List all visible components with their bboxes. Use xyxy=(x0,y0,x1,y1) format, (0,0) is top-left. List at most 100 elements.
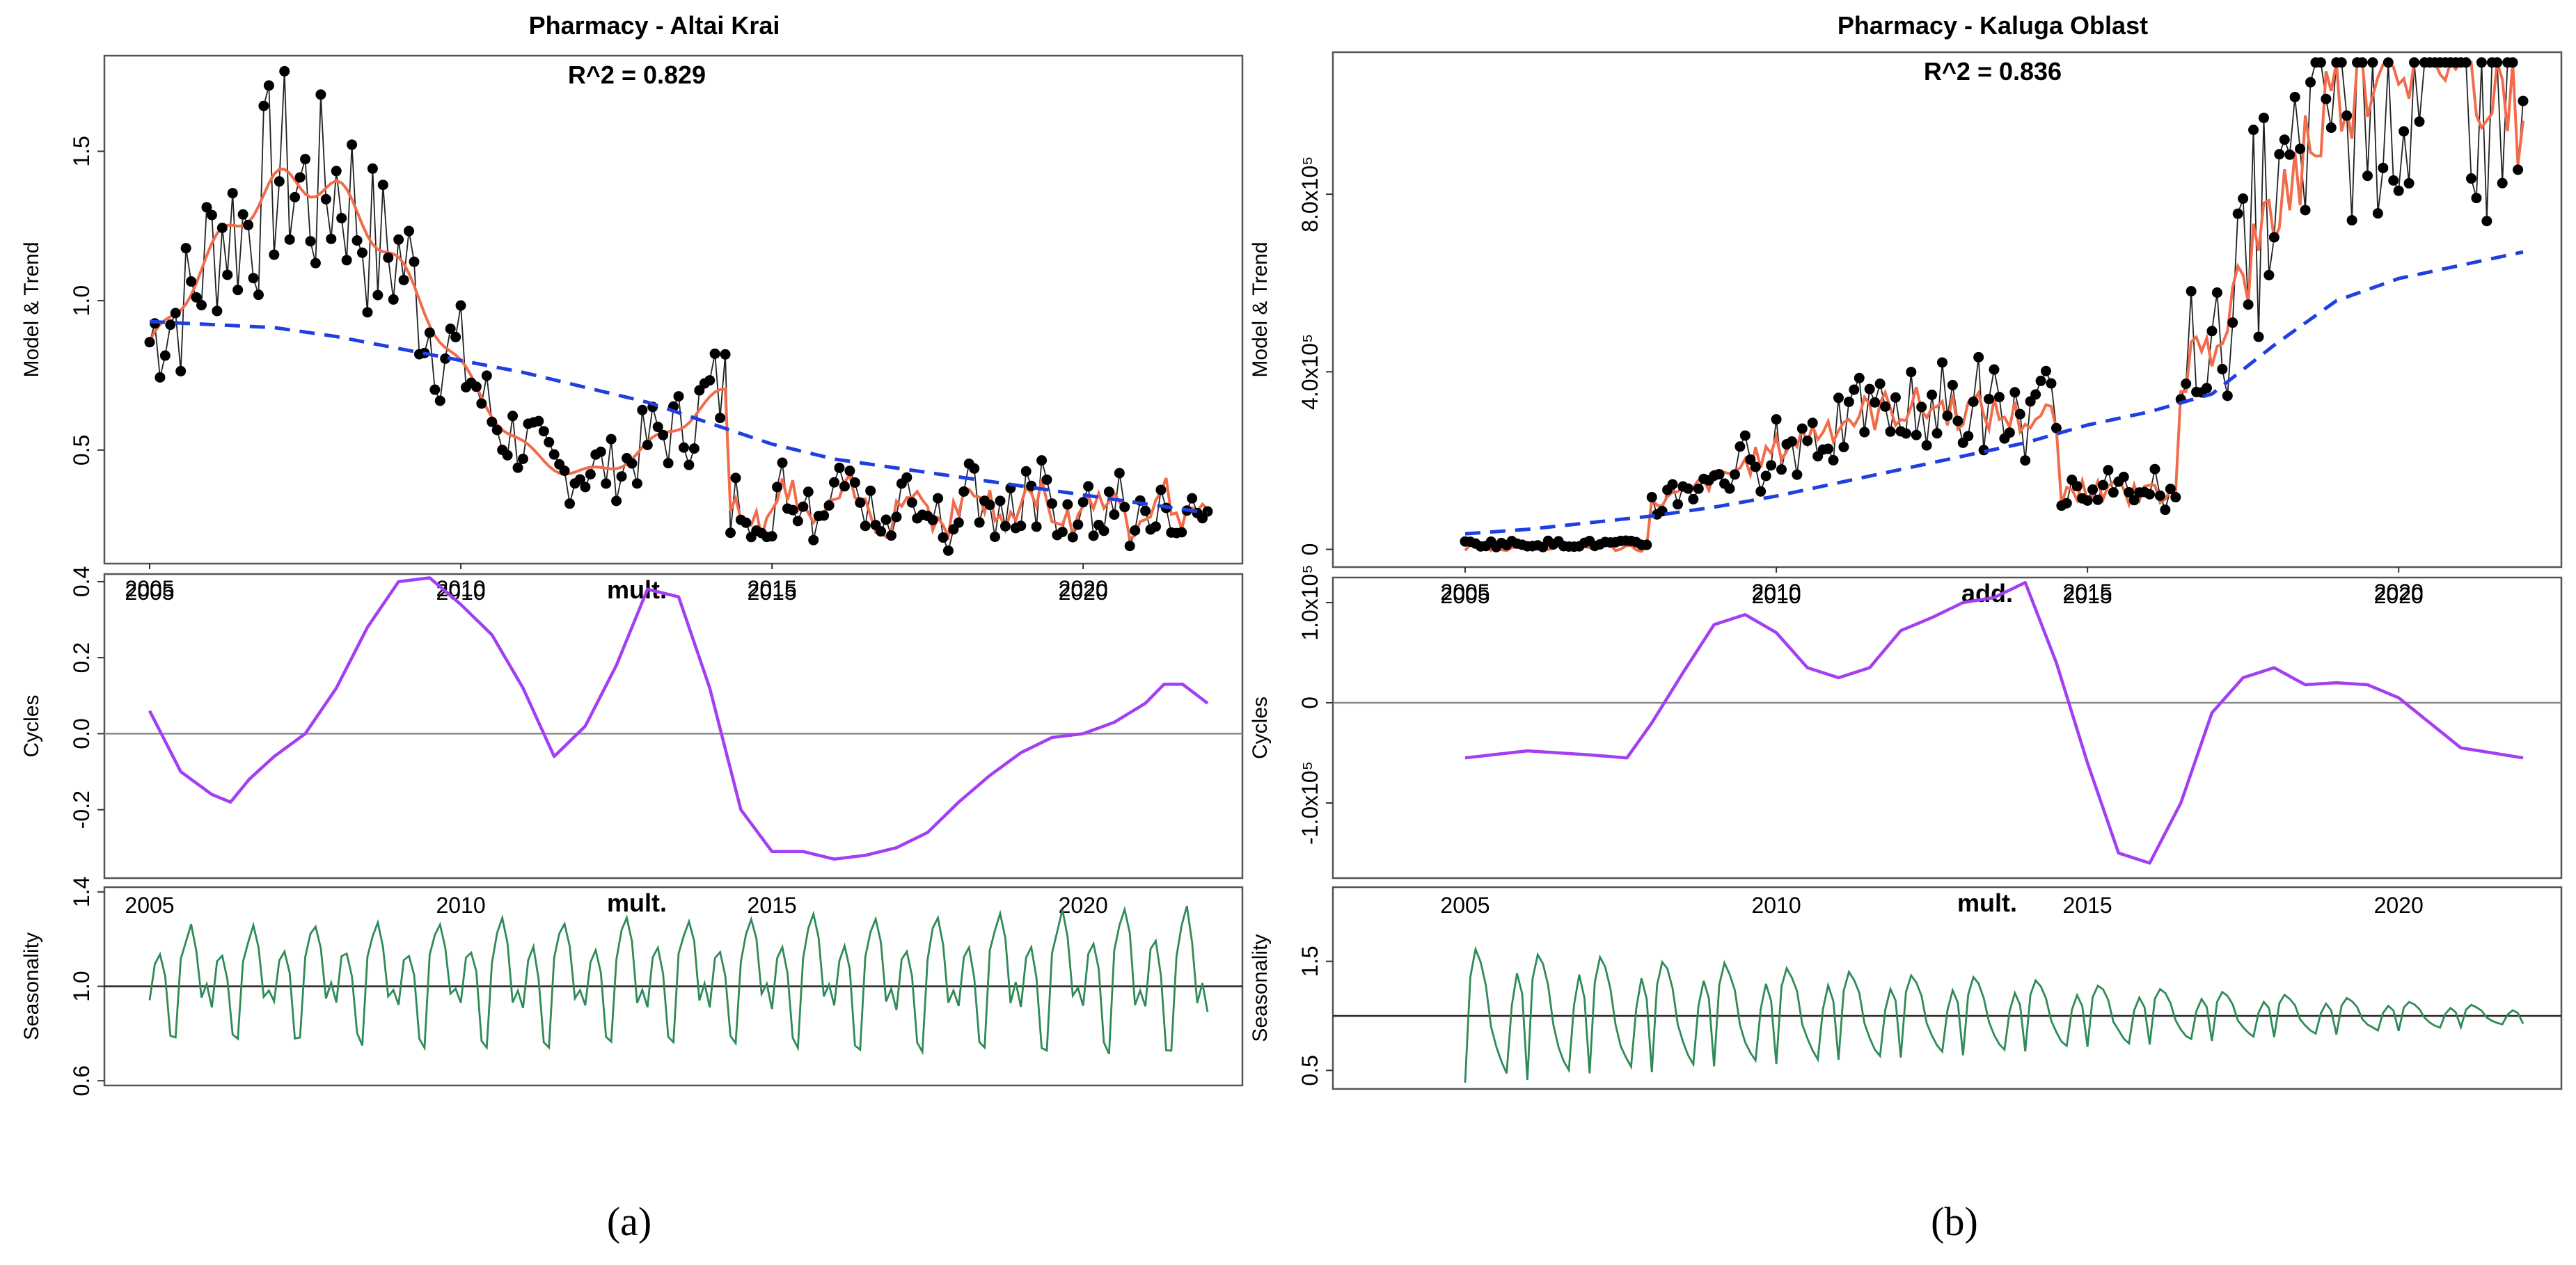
observed-point xyxy=(2009,387,2021,398)
observed-point xyxy=(227,188,238,199)
x-tick-label: 2015 xyxy=(748,893,797,918)
observed-point xyxy=(1124,541,1135,552)
panel-frame xyxy=(1332,51,2563,568)
observed-point xyxy=(300,154,311,165)
observed-point xyxy=(984,500,995,511)
panel-frame xyxy=(1332,576,2563,880)
observed-point xyxy=(574,474,585,485)
observed-point xyxy=(585,469,596,480)
observed-point xyxy=(2128,495,2140,506)
observed-point xyxy=(1724,483,1735,494)
observed-point xyxy=(709,348,720,359)
observed-point xyxy=(1083,481,1094,492)
observed-point xyxy=(2211,287,2222,299)
observed-point xyxy=(787,504,798,516)
y-tick-label: 1.4 xyxy=(69,877,94,907)
observed-point xyxy=(2004,427,2015,438)
observed-point xyxy=(232,285,244,296)
observed-point xyxy=(284,234,295,245)
observed-point xyxy=(2232,208,2243,219)
observed-point xyxy=(704,375,716,386)
observed-point xyxy=(2460,57,2472,68)
observed-point xyxy=(507,411,519,422)
observed-point xyxy=(823,500,835,511)
observed-point xyxy=(538,426,549,437)
observed-point xyxy=(901,472,912,483)
y-tick-label: -1.0x10⁵ xyxy=(1297,761,1322,845)
observed-point xyxy=(927,514,938,525)
observed-point xyxy=(1150,521,1161,532)
observed-point xyxy=(2227,317,2238,328)
observed-point xyxy=(1036,455,1048,466)
observed-point xyxy=(938,532,949,543)
y-axis-label: Seasonality xyxy=(1249,934,1272,1042)
observed-point xyxy=(2124,487,2135,498)
observed-point xyxy=(839,481,850,492)
observed-point xyxy=(2507,57,2518,68)
observed-point xyxy=(1046,498,1057,509)
observed-point xyxy=(1016,520,1027,532)
observed-point xyxy=(741,517,752,528)
observed-point xyxy=(2248,125,2259,136)
observed-point xyxy=(720,349,731,360)
chart-b-model-panel: 0 4.0x10⁵ 8.0x10⁵ Model & Trend 2005 2010 2015… xyxy=(1249,51,2563,605)
observed-point xyxy=(450,331,461,342)
observed-point xyxy=(606,433,617,445)
y-axis-label: Model & Trend xyxy=(1249,241,1272,377)
observed-point xyxy=(2181,379,2192,390)
panel-frame xyxy=(103,573,1244,880)
observed-point xyxy=(269,249,280,260)
observed-point xyxy=(1833,392,1844,404)
observed-point xyxy=(1802,436,1813,447)
observed-point xyxy=(377,180,388,191)
chart-a-title: Pharmacy - Altai Krai xyxy=(529,11,780,40)
observed-point xyxy=(434,395,445,406)
chart-b-seasonality-panel: 0.5 1.5 Seasonality 2005 2010 2015 2020 mult. xyxy=(1249,886,2563,1090)
x-tick-label: 2010 xyxy=(1751,583,1801,608)
observed-point xyxy=(942,545,954,556)
observed-point xyxy=(611,495,622,507)
trend-line xyxy=(149,319,1208,515)
caption-b: (b) xyxy=(1931,1199,1978,1244)
observed-point xyxy=(533,415,544,427)
observed-point xyxy=(248,273,259,284)
observed-point xyxy=(1714,469,1725,480)
observed-point xyxy=(2170,492,2181,503)
observed-point xyxy=(601,478,612,489)
observed-point xyxy=(1077,497,1089,508)
observed-point xyxy=(388,294,399,305)
observed-point xyxy=(885,530,896,541)
observed-point xyxy=(2238,193,2249,204)
observed-point xyxy=(1098,525,1109,536)
observed-point xyxy=(2357,57,2368,68)
observed-point xyxy=(237,209,248,220)
observed-point xyxy=(2154,490,2165,501)
panel-annotation: R^2 = 0.836 xyxy=(1924,57,2062,86)
observed-point xyxy=(2165,484,2176,495)
observed-point xyxy=(429,384,441,395)
observed-point xyxy=(2035,375,2046,386)
observed-point xyxy=(953,517,964,528)
observed-point xyxy=(1646,492,1657,503)
observed-point xyxy=(341,255,352,266)
observed-point xyxy=(2409,57,2420,68)
observed-point xyxy=(849,477,860,488)
observed-point xyxy=(595,446,606,457)
x-tick-label: 2020 xyxy=(1059,580,1108,605)
y-tick-label: 0.5 xyxy=(69,435,94,466)
model-line xyxy=(1464,59,2524,553)
observed-point xyxy=(1155,484,1167,495)
observed-point xyxy=(1927,389,1938,400)
observed-point xyxy=(766,531,777,542)
observed-point xyxy=(673,391,684,402)
observed-point xyxy=(715,413,726,424)
observed-point xyxy=(2118,471,2129,482)
y-axis-label: Model & Trend xyxy=(20,241,43,377)
observed-point xyxy=(243,219,254,230)
observed-point xyxy=(2014,408,2025,420)
observed-point xyxy=(155,372,166,383)
observed-point xyxy=(855,497,866,508)
observed-point xyxy=(829,477,840,488)
x-tick-label: 2015 xyxy=(2063,580,2112,605)
observed-point xyxy=(1729,469,1740,480)
